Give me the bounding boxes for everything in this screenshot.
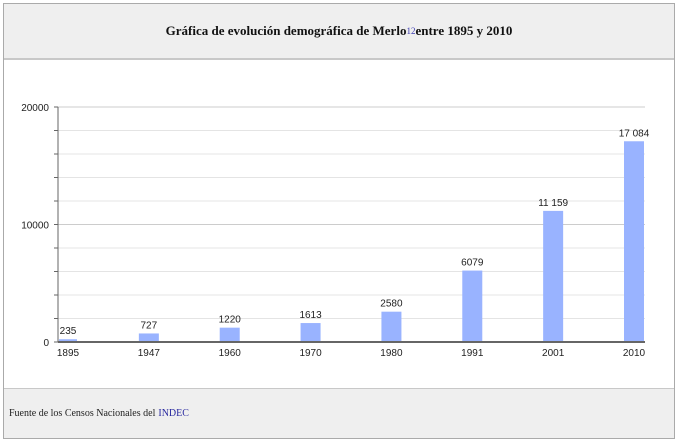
y-tick-label: 0 [43,338,49,349]
bar-1970 [300,323,321,342]
bar-value-label: 2580 [380,299,403,310]
x-tick-label: 1991 [461,348,484,359]
source-footer: Fuente de los Censos Nacionales del INDE… [4,388,674,438]
chart-title-text: Gráfica de evolución demográfica de Merl… [165,23,407,38]
axes [54,106,645,343]
reference-link[interactable]: 12 [406,26,416,36]
x-tick-label: 1947 [138,348,161,359]
bar-1895 [59,339,77,342]
source-text: Fuente de los Censos Nacionales del [9,408,156,419]
x-tick-label: 1960 [219,348,242,359]
bar-value-label: 17 084 [619,128,650,139]
bar-1980 [381,311,402,342]
x-tick-label: 1980 [380,348,403,359]
bar-1947 [138,333,159,342]
chart-title: Gráfica de evolución demográfica de Merl… [4,4,674,60]
bar-chart: 0 10000 20000 235 1895 727 1947 1220 1960 1613 197… [21,103,650,359]
bar-value-label: 235 [60,326,77,337]
bar-value-label: 1220 [219,315,242,326]
gridlines [58,106,645,319]
bar-value-label: 1613 [299,310,322,321]
bar-1991 [462,270,483,342]
chart-title-tail: entre 1895 y 2010 [415,23,513,38]
chart-frame: Gráfica de evolución demográfica de Merl… [3,3,675,439]
bar-value-label: 727 [141,320,158,331]
x-tick-label: 2010 [623,348,646,359]
labels: 0 10000 20000 235 1895 727 1947 1220 1960 1613 197… [21,103,650,359]
indec-link[interactable]: INDEC [158,408,189,419]
x-tick-label: 1895 [57,348,80,359]
bar-value-label: 6079 [461,258,484,269]
bar-value-label: 11 159 [538,198,568,209]
y-tick-label: 20000 [21,103,49,114]
y-tick-label: 10000 [21,221,49,232]
x-tick-label: 2001 [542,348,565,359]
bars [59,141,644,342]
bar-1960 [219,327,240,342]
bar-2001 [543,210,564,342]
bar-2010 [624,141,644,342]
x-tick-label: 1970 [299,348,322,359]
